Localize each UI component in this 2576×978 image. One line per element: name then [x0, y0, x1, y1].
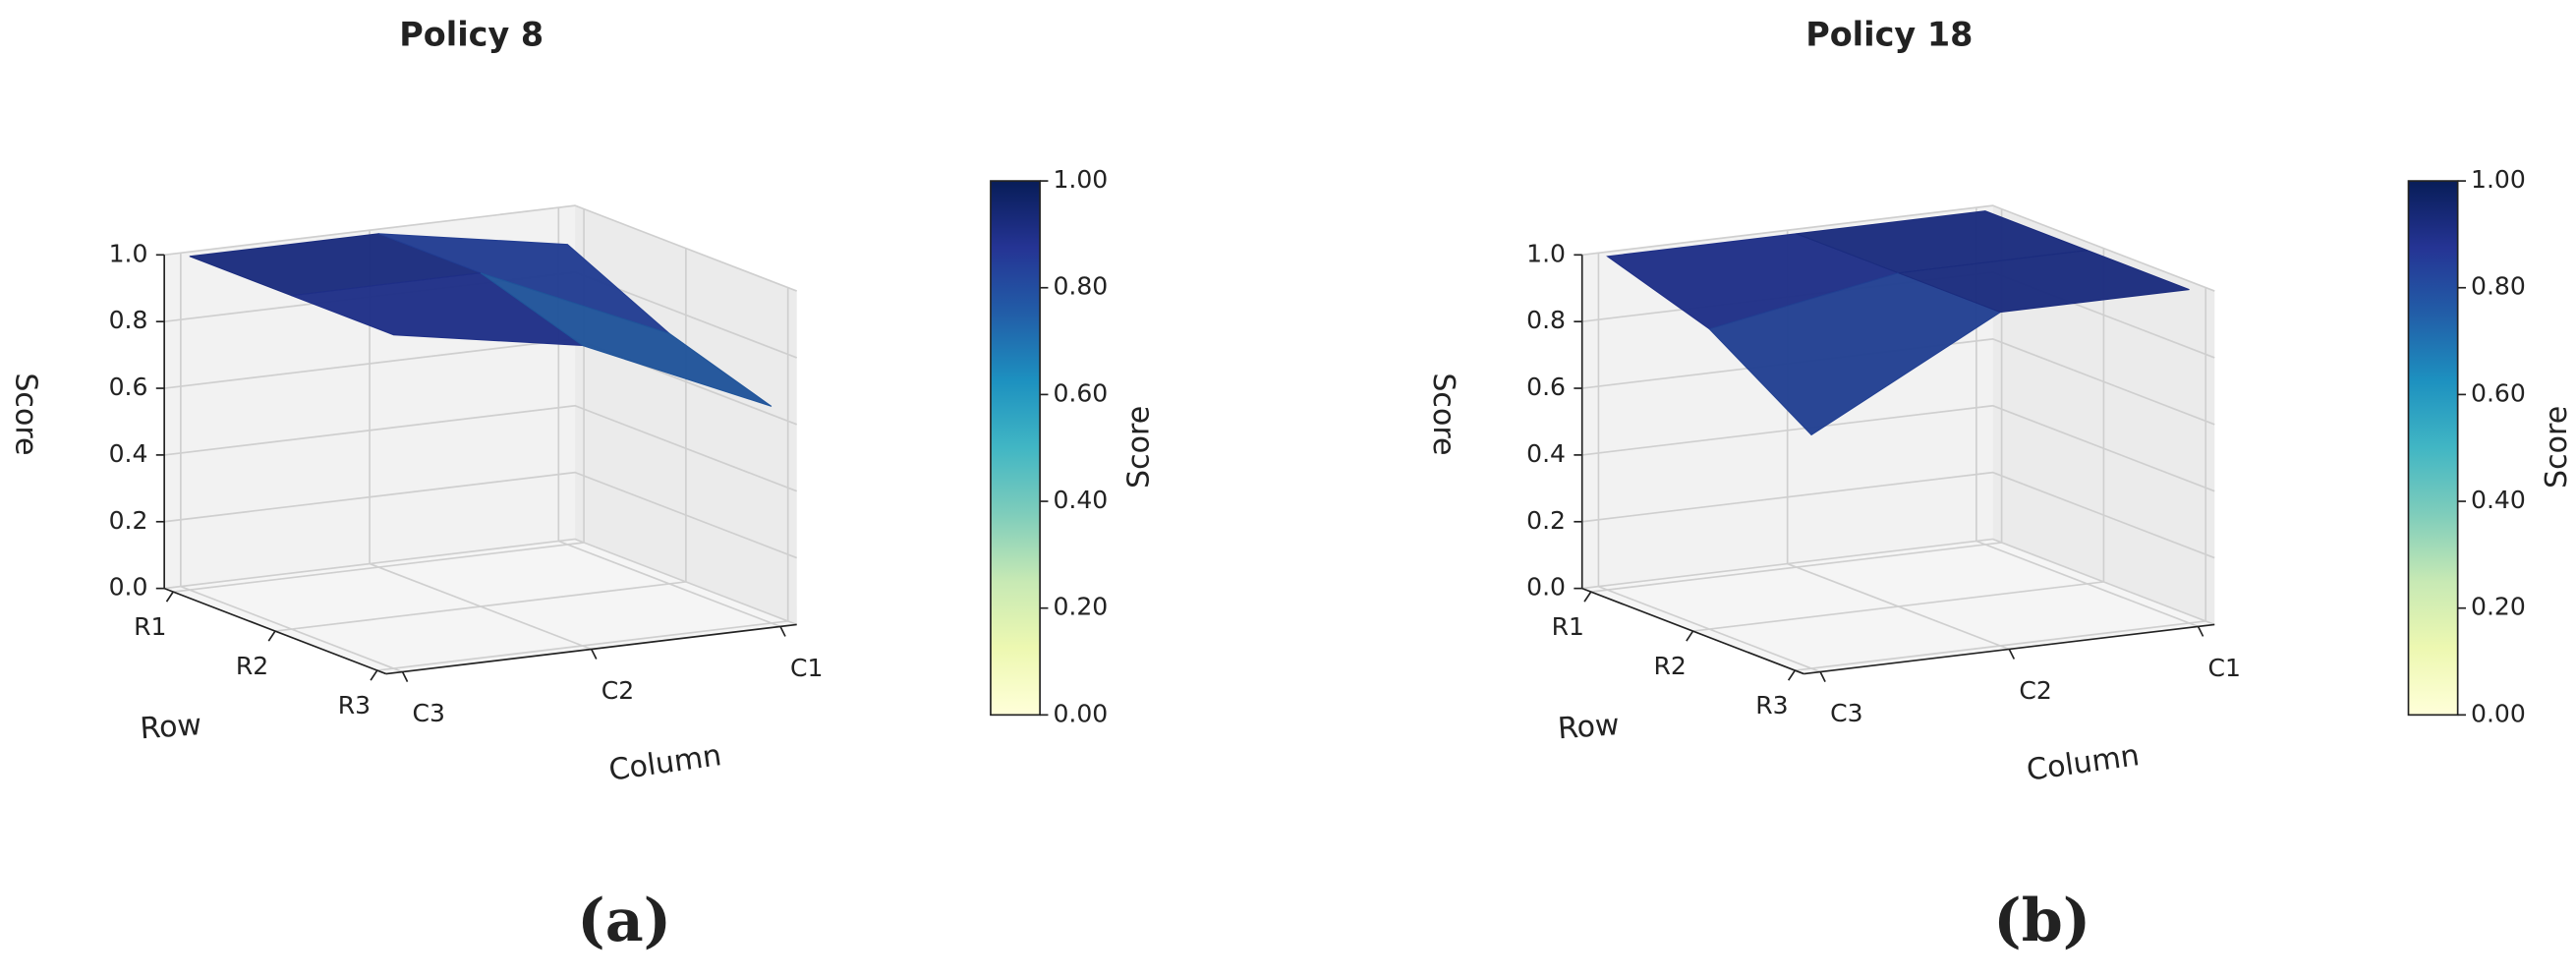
column-tick-label: C1	[790, 654, 823, 682]
colorbar-tick-label: 1.00	[1053, 165, 1108, 194]
panel-label: (a)	[577, 887, 671, 955]
z-grid-line	[164, 204, 798, 292]
z-grid-line	[1581, 204, 2215, 292]
row-tick-label: R3	[338, 691, 371, 719]
z-grid-line	[1581, 538, 2215, 626]
column-axis	[1803, 623, 2215, 675]
z-tick-label: 0.4	[109, 439, 148, 468]
panel-label: (b)	[1993, 887, 2090, 955]
row-axis	[1581, 587, 1804, 675]
colorbar-tick-label: 0.20	[1053, 593, 1108, 621]
colorbar-tick-label: 0.80	[2471, 272, 2526, 301]
column-tick	[1819, 671, 1826, 682]
column-grid-line	[1597, 253, 1821, 673]
row-grid-line	[376, 287, 789, 671]
column-axis	[385, 623, 797, 675]
row-tick-label: R2	[1653, 652, 1686, 680]
colorbar-tick-label: 0.60	[2471, 378, 2526, 407]
column-tick-label: C2	[601, 676, 634, 705]
z-tick-label: 0.0	[109, 573, 148, 602]
column-axis-label: Column	[2025, 738, 2142, 788]
surface-patch	[480, 272, 773, 407]
z-tick-label: 0.6	[109, 373, 148, 401]
row-axis-label: Row	[1557, 708, 1621, 746]
z-grid-line	[1581, 404, 2215, 492]
row-tick	[1583, 591, 1592, 603]
column-grid-line	[369, 230, 593, 651]
chart-title: Policy 8	[399, 15, 544, 53]
colorbar-label: Score	[1122, 406, 1157, 489]
row-tick	[370, 669, 378, 681]
row-grid-line	[1590, 208, 2003, 593]
z-axis-label: Score	[9, 373, 43, 455]
z-tick-label: 0.8	[109, 306, 148, 334]
colorbar	[2407, 180, 2459, 717]
z-tick-label: 1.0	[1526, 239, 1566, 267]
column-tick-label: C3	[413, 699, 445, 727]
row-axis	[163, 587, 387, 675]
row-tick	[165, 591, 174, 603]
row-tick	[1787, 669, 1797, 681]
z-tick-label: 0.8	[1526, 306, 1566, 334]
column-tick	[401, 671, 409, 682]
colorbar-tick-label: 0.60	[1053, 378, 1108, 407]
z-grid-line	[164, 471, 798, 559]
z-tick-label: 0.6	[1526, 373, 1566, 401]
colorbar-tick-label: 0.40	[2471, 486, 2526, 514]
z-axis-label: Score	[1426, 373, 1460, 455]
column-tick	[2197, 626, 2204, 637]
colorbar-tick-label: 0.80	[1053, 272, 1108, 301]
z-tick-label: 0.2	[109, 506, 148, 535]
chart-title: Policy 18	[1805, 15, 1973, 53]
z-tick-label: 0.4	[1526, 439, 1566, 468]
z-grid-line	[164, 404, 798, 492]
colorbar-tick-label: 0.00	[2471, 699, 2526, 727]
z-grid-line	[1581, 471, 2215, 559]
colorbar-tick-label: 0.40	[1053, 486, 1108, 514]
column-tick	[779, 626, 786, 637]
row-tick-label: R3	[1755, 691, 1788, 719]
row-axis-label: Row	[139, 708, 202, 746]
colorbar-tick-label: 0.20	[2471, 593, 2526, 621]
row-tick	[267, 630, 276, 642]
z-grid-line	[1581, 338, 2215, 426]
z-tick-label: 0.2	[1526, 506, 1566, 535]
row-tick	[1686, 630, 1694, 642]
column-tick	[591, 649, 598, 660]
row-grid-line	[1795, 287, 2207, 671]
column-tick	[2008, 649, 2016, 660]
z-tick-label: 0.0	[1526, 573, 1566, 602]
column-tick-label: C3	[1830, 699, 1862, 727]
column-tick-label: C1	[2208, 654, 2241, 682]
column-tick-label: C2	[2019, 676, 2051, 705]
column-axis-label: Column	[606, 738, 723, 788]
colorbar	[990, 180, 1041, 717]
z-tick-label: 1.0	[109, 239, 148, 267]
column-grid-line	[180, 253, 403, 673]
row-grid-line	[1692, 248, 2105, 632]
colorbar-label: Score	[2540, 406, 2574, 489]
surface-patch	[1898, 250, 2190, 314]
z-grid-line	[164, 538, 798, 626]
row-tick-label: R2	[236, 652, 268, 680]
colorbar-tick-label: 1.00	[2471, 165, 2526, 194]
row-tick-label: R1	[134, 612, 166, 641]
colorbar-tick-label: 0.00	[1053, 699, 1108, 727]
row-tick-label: R1	[1552, 612, 1584, 641]
